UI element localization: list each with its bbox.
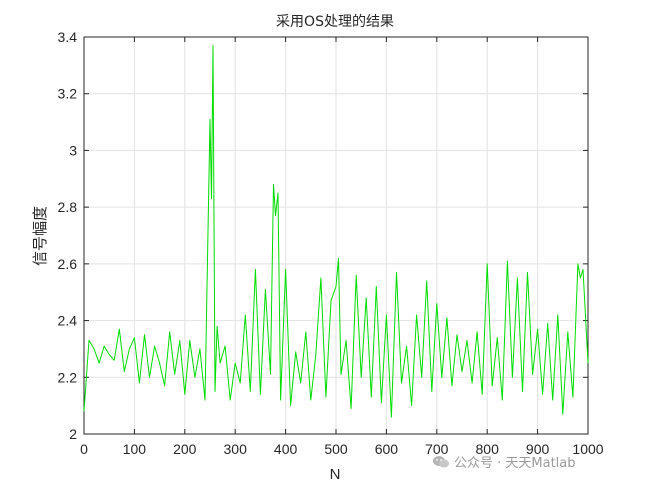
x-tick-label: 600 [375,441,399,457]
wechat-icon [433,455,449,467]
y-axis-label: 信号幅度 [32,206,49,266]
grid-lines [84,37,588,434]
x-tick-label: 700 [425,441,449,457]
chart-title: 采用OS处理的结果 [276,14,394,30]
x-tick-label: 0 [80,441,88,457]
y-tick-label: 2.4 [58,313,78,329]
watermark: 公众号 · 天天Matlab [432,452,576,471]
axis-ticks [83,36,589,435]
x-tick-label: 300 [224,441,248,457]
watermark-text: 公众号 · 天天Matlab [454,456,576,471]
x-tick-label: 500 [324,441,348,457]
y-tick-label: 2.8 [58,199,78,215]
y-tick-label: 2.2 [58,369,78,385]
x-tick-label: 800 [476,441,500,457]
x-tick-label: 100 [123,441,147,457]
y-tick-label: 2.6 [58,256,78,272]
series-line [83,45,589,418]
x-tick-label: 1000 [572,441,603,457]
y-tick-label: 3.2 [58,86,78,102]
y-tick-labels: 2 2.2 2.4 2.6 2.8 3 3.2 3.4 [58,29,78,442]
y-tick-label: 3 [69,142,77,158]
x-tick-label: 400 [274,441,298,457]
x-tick-label: 900 [526,441,550,457]
x-axis-label: N [330,466,341,483]
x-tick-label: 200 [173,441,197,457]
y-tick-label: 3.4 [58,29,78,45]
y-tick-label: 2 [69,426,77,442]
x-tick-labels: 0 100 200 300 400 500 600 700 800 900 1000 [80,441,604,457]
